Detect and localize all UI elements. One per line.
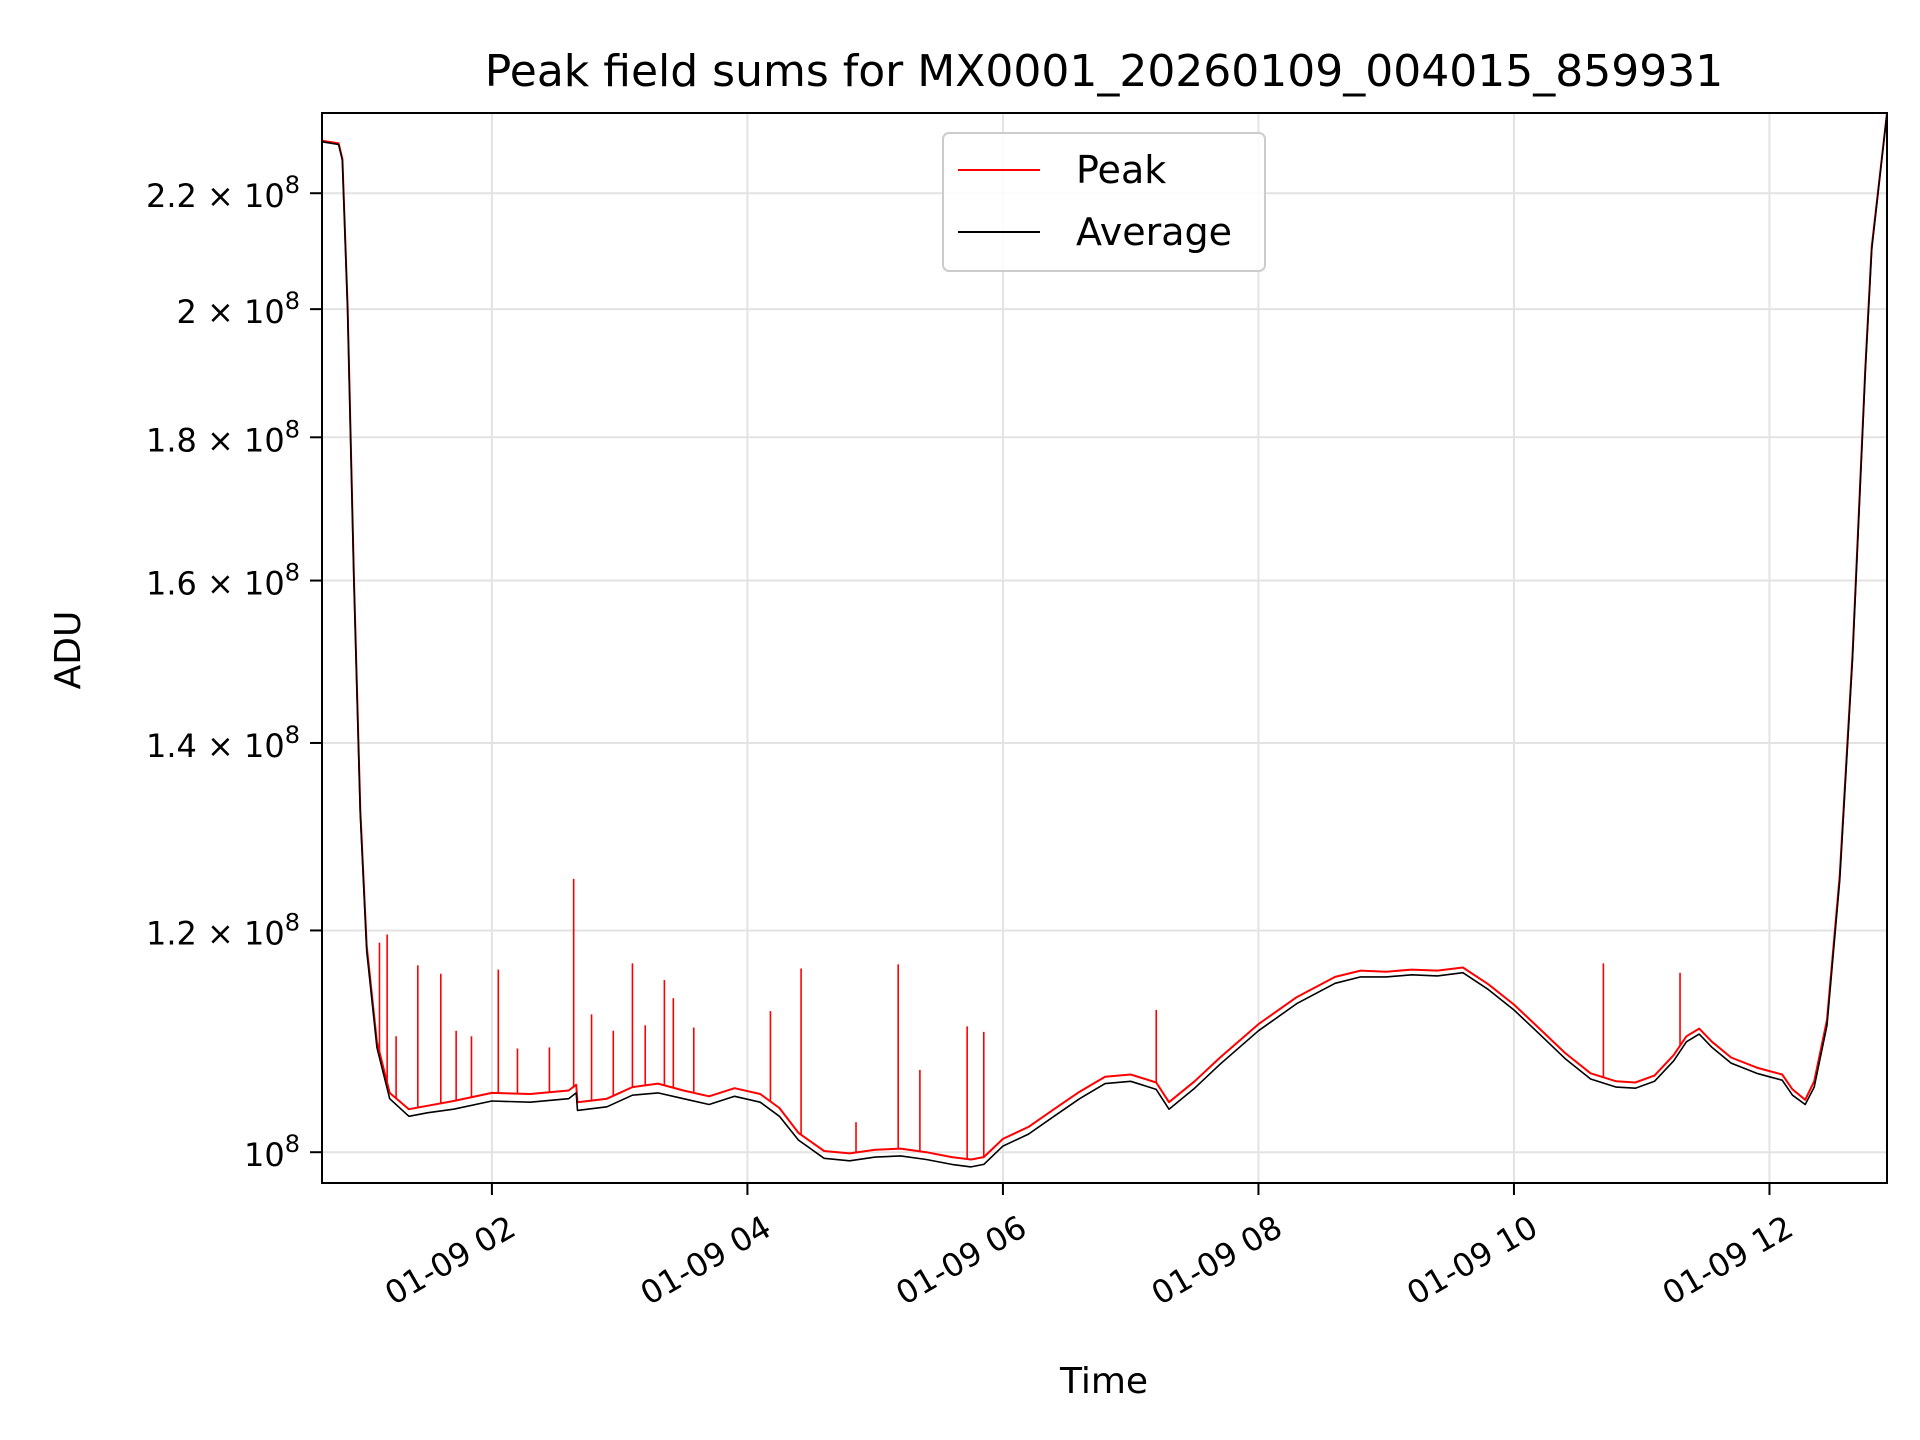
- legend: Peak Average: [942, 132, 1266, 272]
- legend-box: [942, 132, 1266, 272]
- y-tick-label: 1.2 × 108: [146, 908, 300, 952]
- y-tick-label: 2.2 × 108: [146, 171, 300, 215]
- grid-layer: [322, 113, 1887, 1183]
- y-tick-label: 1.8 × 108: [146, 415, 300, 459]
- y-axis-label: ADU: [48, 611, 89, 690]
- y-tick-label: 1.6 × 108: [146, 559, 300, 603]
- plot-frame: [321, 112, 1888, 1184]
- legend-label-peak: Peak: [1076, 148, 1166, 192]
- series-line-average: [322, 113, 1887, 1168]
- series-layer: [322, 113, 1887, 1168]
- chart-title: Peak field sums for MX0001_20260109_0040…: [485, 46, 1723, 97]
- y-tick-label: 2 × 108: [176, 287, 300, 331]
- y-tick-label: 1.4 × 108: [146, 721, 300, 765]
- y-tick-label: 108: [244, 1130, 300, 1174]
- x-axis-label: Time: [1059, 1361, 1148, 1402]
- legend-label-average: Average: [1076, 210, 1232, 254]
